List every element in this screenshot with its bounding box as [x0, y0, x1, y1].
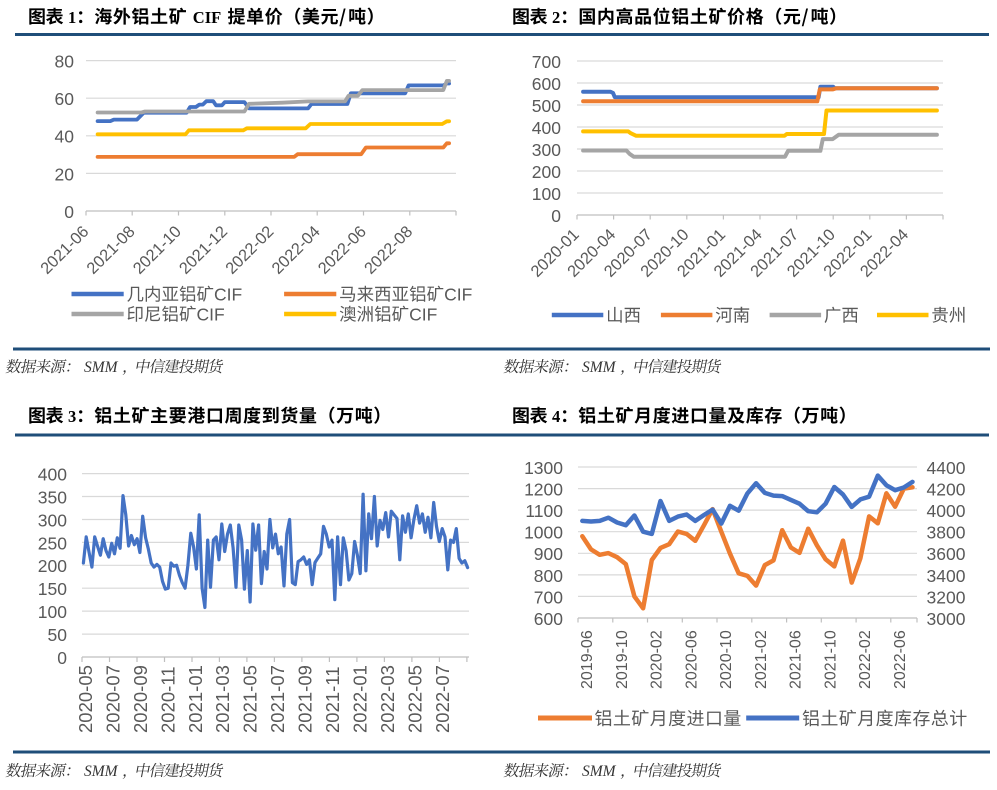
svg-text:800: 800	[534, 566, 563, 586]
svg-text:150: 150	[38, 579, 67, 599]
svg-text:2022-02: 2022-02	[857, 630, 874, 689]
svg-text:1300: 1300	[524, 458, 563, 478]
svg-text:2020-07: 2020-07	[102, 665, 123, 733]
svg-text:3800: 3800	[927, 523, 966, 543]
svg-text:2022-03: 2022-03	[377, 665, 398, 733]
svg-text:400: 400	[532, 118, 561, 138]
svg-text:CIF: CIF	[193, 8, 221, 27]
svg-text:CIF: CIF	[444, 284, 472, 304]
svg-text:600: 600	[534, 609, 563, 629]
svg-text:1: 1	[68, 8, 76, 27]
svg-text:3200: 3200	[927, 587, 966, 607]
svg-text:SMM: SMM	[582, 359, 617, 376]
svg-text:2022-06: 2022-06	[892, 630, 909, 689]
svg-text:0: 0	[551, 206, 561, 226]
svg-text:2021-07: 2021-07	[267, 665, 288, 733]
svg-text:3000: 3000	[927, 609, 966, 629]
svg-text:700: 700	[532, 52, 561, 72]
svg-text:20: 20	[55, 164, 75, 184]
svg-text:200: 200	[38, 556, 67, 576]
svg-text:CIF: CIF	[214, 284, 242, 304]
svg-text:2022-01: 2022-01	[350, 665, 371, 733]
svg-text:250: 250	[38, 533, 67, 553]
svg-text:3400: 3400	[927, 566, 966, 586]
svg-text:4: 4	[552, 407, 560, 426]
svg-text:3600: 3600	[927, 544, 966, 564]
svg-text:2020-06: 2020-06	[683, 630, 700, 689]
svg-text:80: 80	[55, 52, 75, 72]
svg-text:SMM: SMM	[84, 359, 119, 376]
svg-text:300: 300	[532, 140, 561, 160]
svg-text:2020-11: 2020-11	[157, 666, 178, 733]
svg-text:700: 700	[534, 587, 563, 607]
svg-text:40: 40	[55, 127, 75, 147]
svg-text:2020-02: 2020-02	[649, 630, 666, 689]
svg-text:2020-05: 2020-05	[75, 665, 96, 733]
svg-text:4200: 4200	[927, 480, 966, 500]
svg-text:2019-10: 2019-10	[614, 630, 631, 689]
svg-text:200: 200	[532, 162, 561, 182]
svg-text:3: 3	[68, 407, 76, 426]
svg-text:500: 500	[532, 96, 561, 116]
svg-text:1200: 1200	[524, 480, 563, 500]
svg-text:SMM: SMM	[582, 763, 617, 780]
svg-text:0: 0	[64, 202, 74, 222]
svg-text:2019-06: 2019-06	[579, 630, 596, 689]
svg-text:2021-09: 2021-09	[295, 665, 316, 733]
svg-text:2021-10: 2021-10	[822, 630, 839, 689]
svg-text:SMM: SMM	[84, 763, 119, 780]
svg-text:2: 2	[552, 8, 560, 27]
svg-text:CIF: CIF	[409, 304, 437, 324]
svg-text:2021-06: 2021-06	[788, 630, 805, 689]
svg-text:100: 100	[38, 602, 67, 622]
svg-text:2021-11: 2021-11	[322, 666, 343, 733]
svg-text:60: 60	[55, 89, 75, 109]
svg-text:2021-05: 2021-05	[240, 665, 261, 733]
svg-text:300: 300	[38, 510, 67, 530]
svg-text:4400: 4400	[927, 458, 966, 478]
svg-text:100: 100	[532, 184, 561, 204]
svg-text:2021-01: 2021-01	[185, 665, 206, 733]
svg-text:2020-09: 2020-09	[130, 665, 151, 733]
svg-text:50: 50	[48, 625, 68, 645]
svg-text:2021-02: 2021-02	[753, 630, 770, 689]
svg-text:CIF: CIF	[197, 304, 225, 324]
svg-text:2022-05: 2022-05	[405, 665, 426, 733]
svg-text:2021-03: 2021-03	[212, 665, 233, 733]
svg-text:600: 600	[532, 74, 561, 94]
svg-text:1000: 1000	[524, 523, 563, 543]
svg-text:900: 900	[534, 544, 563, 564]
svg-text:2022-07: 2022-07	[432, 665, 453, 733]
svg-text:400: 400	[38, 465, 67, 485]
svg-text:350: 350	[38, 487, 67, 507]
svg-text:4000: 4000	[927, 501, 966, 521]
svg-text:1100: 1100	[525, 501, 563, 521]
svg-text:2020-10: 2020-10	[718, 630, 735, 689]
svg-text:0: 0	[57, 648, 67, 668]
